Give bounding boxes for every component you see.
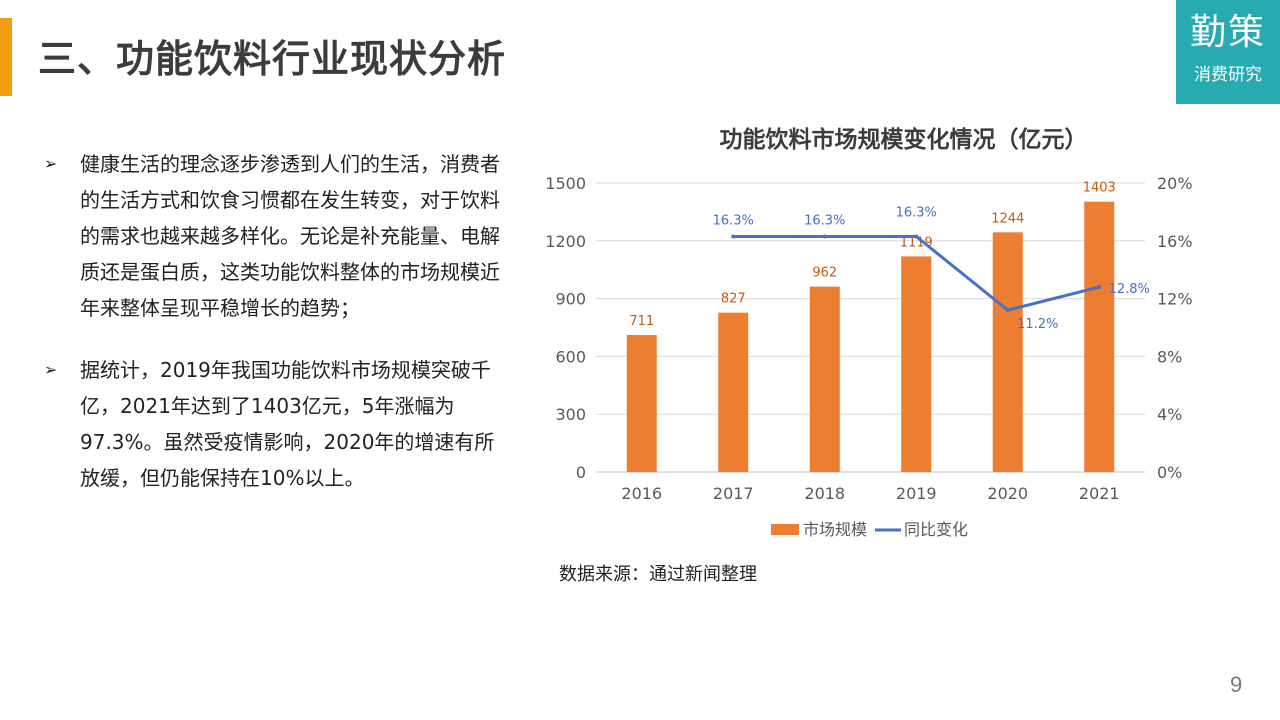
right-axis-tick-label: 0% xyxy=(1157,463,1182,482)
market-size-chart: 功能饮料市场规模变化情况（亿元） 0 300 600 900 1200 1500 0% 4% 8%… xyxy=(545,126,1193,539)
bullet-list: ➢ 健康生活的理念逐步渗透到人们的生活，消费者的生活方式和饮食习惯都在发生转变，… xyxy=(44,146,504,522)
bullet-item: ➢ 据统计，2019年我国功能饮料市场规模突破千亿，2021年达到了1403亿元… xyxy=(44,352,504,496)
line-point xyxy=(1005,308,1010,313)
line-data-label: 16.3% xyxy=(713,213,754,228)
brand-logo-sub: 消费研究 xyxy=(1194,65,1262,85)
bullet-item: ➢ 健康生活的理念逐步渗透到人们的生活，消费者的生活方式和饮食习惯都在发生转变，… xyxy=(44,146,504,326)
bar-data-label: 962 xyxy=(812,266,837,281)
legend-label-bar: 市场规模 xyxy=(803,520,867,539)
bar-2016 xyxy=(626,335,657,472)
x-axis-tick-label: 2020 xyxy=(987,484,1028,503)
right-axis-tick-label: 12% xyxy=(1157,290,1193,309)
x-axis-tick-label: 2019 xyxy=(896,484,937,503)
line-data-label: 16.3% xyxy=(804,213,845,228)
line-point xyxy=(822,234,827,239)
bar-data-label: 1403 xyxy=(1083,181,1116,196)
line-data-label: 12.8% xyxy=(1109,282,1150,297)
brand-logo: 勤策 消费研究 xyxy=(1176,0,1280,104)
left-axis-tick-label: 600 xyxy=(555,347,586,366)
x-axis-tick-label: 2021 xyxy=(1079,484,1120,503)
bar-data-label: 827 xyxy=(721,292,746,307)
bar-2017 xyxy=(718,312,749,472)
line-point xyxy=(914,234,919,239)
source-note: 数据来源：通过新闻整理 xyxy=(559,564,757,585)
bar-2020 xyxy=(992,232,1023,472)
chart-title: 功能饮料市场规模变化情况（亿元） xyxy=(720,126,1088,153)
bullet-text: 据统计，2019年我国功能饮料市场规模突破千亿，2021年达到了1403亿元，5… xyxy=(80,358,495,490)
x-axis-tick-label: 2017 xyxy=(713,484,754,503)
legend-label-line: 同比变化 xyxy=(904,520,968,539)
bar-data-label: 711 xyxy=(629,314,654,329)
page-title: 三、功能饮料行业现状分析 xyxy=(38,37,507,81)
x-axis-tick-label: 2018 xyxy=(804,484,845,503)
left-axis-tick-label: 900 xyxy=(555,290,586,309)
line-point xyxy=(1097,285,1102,290)
arrow-bullet-icon: ➢ xyxy=(44,154,58,173)
left-axis-tick-label: 1200 xyxy=(545,232,586,251)
legend-swatch-bar xyxy=(771,524,799,535)
right-axis-tick-label: 16% xyxy=(1157,232,1193,251)
bar-2018 xyxy=(809,286,840,472)
title-accent-bar xyxy=(0,18,12,96)
bar-2019 xyxy=(901,256,932,472)
bar-data-label: 1244 xyxy=(991,211,1024,226)
brand-logo-main: 勤策 xyxy=(1189,12,1266,53)
bullet-text: 健康生活的理念逐步渗透到人们的生活，消费者的生活方式和饮食习惯都在发生转变，对于… xyxy=(80,152,500,320)
page-number: 9 xyxy=(1230,672,1243,697)
bar-2021 xyxy=(1084,201,1115,472)
line-point xyxy=(731,234,736,239)
right-axis-tick-label: 20% xyxy=(1157,174,1193,193)
left-axis-tick-label: 0 xyxy=(576,463,586,482)
right-axis-tick-label: 8% xyxy=(1157,347,1182,366)
line-data-label: 16.3% xyxy=(896,205,937,220)
left-axis-tick-label: 300 xyxy=(555,405,586,424)
bar-data-label: 1119 xyxy=(900,235,933,250)
arrow-bullet-icon: ➢ xyxy=(44,360,58,379)
line-data-label: 11.2% xyxy=(1017,317,1058,332)
left-axis-tick-label: 1500 xyxy=(545,174,586,193)
right-axis-tick-label: 4% xyxy=(1157,405,1182,424)
x-axis-tick-label: 2016 xyxy=(621,484,662,503)
